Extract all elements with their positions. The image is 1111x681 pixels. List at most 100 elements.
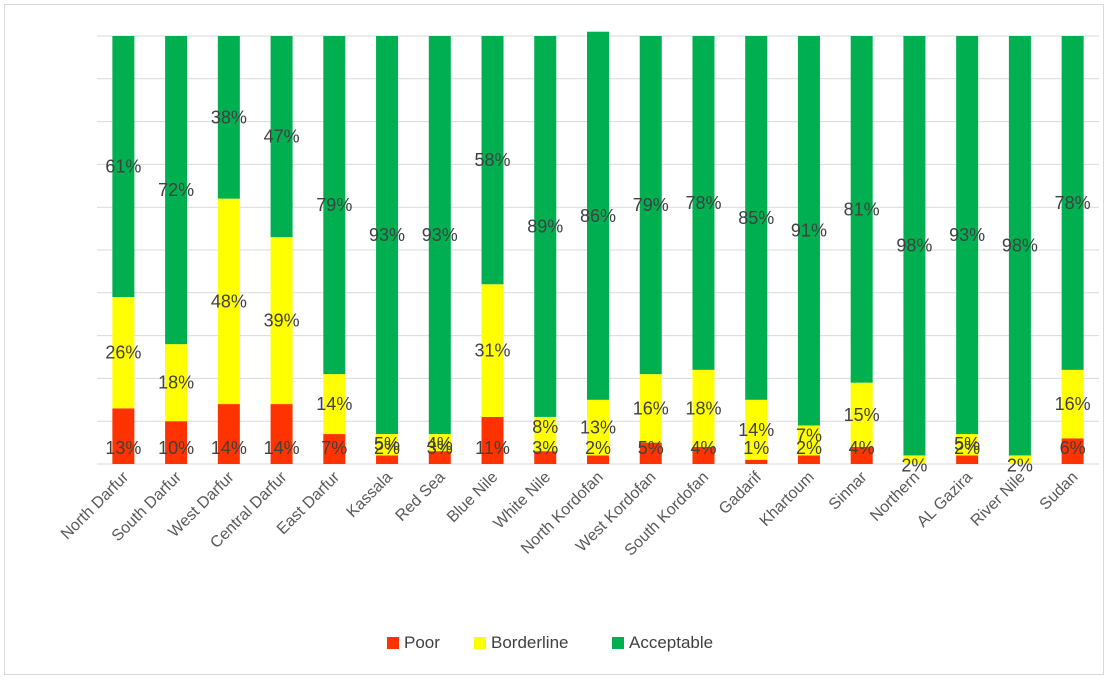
data-label-borderline: 5% bbox=[954, 434, 980, 454]
data-label-borderline: 7% bbox=[796, 425, 822, 445]
data-label-acceptable: 98% bbox=[1002, 236, 1038, 256]
data-label-borderline: 14% bbox=[316, 394, 352, 414]
bar-segment-poor bbox=[112, 408, 135, 464]
bar-segment-poor bbox=[481, 416, 504, 464]
data-label-borderline: 16% bbox=[633, 398, 669, 418]
data-label-poor: 3% bbox=[532, 438, 558, 458]
x-tick-label: Red Sea bbox=[393, 469, 449, 525]
bar-segment-acceptable bbox=[587, 31, 609, 400]
bar-segment-poor bbox=[376, 455, 399, 464]
data-label-poor: 5% bbox=[638, 438, 664, 458]
data-label-poor: 10% bbox=[158, 438, 194, 458]
bar-segment-borderline bbox=[587, 399, 609, 456]
data-label-poor: 13% bbox=[105, 438, 141, 458]
data-label-borderline: 18% bbox=[158, 373, 194, 393]
chart-frame: 13% 26% 61% 10% 18% 72% 14% 48% 38% 14% 39% 47% 7% 14… bbox=[4, 4, 1104, 675]
data-label-acceptable: 81% bbox=[844, 199, 880, 219]
bar-segment-poor bbox=[1061, 438, 1084, 464]
bar-segment-poor bbox=[850, 446, 873, 464]
bar-segment-acceptable bbox=[745, 36, 768, 400]
bar-segment-acceptable bbox=[217, 36, 240, 199]
data-label-poor: 14% bbox=[264, 438, 300, 458]
data-label-borderline: 14% bbox=[738, 420, 774, 440]
data-label-borderline: 16% bbox=[1055, 394, 1091, 414]
bar-segment-poor bbox=[428, 451, 451, 464]
legend-swatch-poor bbox=[387, 637, 399, 649]
data-label-borderline: 39% bbox=[264, 311, 300, 331]
data-label-borderline: 26% bbox=[105, 343, 141, 363]
data-label-poor: 1% bbox=[743, 438, 769, 458]
bar-segment-acceptable bbox=[481, 36, 504, 285]
bar-segment-poor bbox=[692, 446, 715, 464]
bar-segment-borderline bbox=[481, 284, 504, 417]
bar-segment-poor bbox=[323, 434, 346, 464]
data-label-poor: 2% bbox=[374, 438, 400, 458]
data-label-acceptable: 79% bbox=[633, 195, 669, 215]
legend-swatch-acceptable bbox=[612, 637, 624, 649]
data-label-acceptable: 61% bbox=[105, 157, 141, 177]
data-label-poor: 14% bbox=[211, 438, 247, 458]
data-label-poor: 2% bbox=[796, 438, 822, 458]
bar-segment-borderline bbox=[323, 374, 346, 435]
x-tick-label: Kassala bbox=[344, 469, 396, 521]
bar-segment-borderline bbox=[692, 369, 715, 447]
data-label-acceptable: 89% bbox=[527, 216, 563, 236]
stacked-bar-chart: 13% 26% 61% 10% 18% 72% 14% 48% 38% 14% 39% 47% 7% 14… bbox=[58, 31, 1099, 652]
bar-segment-poor bbox=[270, 404, 293, 464]
x-tick-label: AL Gazira bbox=[914, 469, 976, 531]
bar-segment-borderline bbox=[639, 374, 662, 443]
data-label-acceptable: 72% bbox=[158, 180, 194, 200]
bar-segment-acceptable bbox=[850, 36, 873, 383]
bar-segment-borderline bbox=[217, 198, 240, 405]
bar-segment-borderline bbox=[850, 382, 873, 447]
bar-segment-acceptable bbox=[165, 36, 188, 345]
data-label-acceptable: 93% bbox=[949, 225, 985, 245]
bar-segment-borderline bbox=[797, 425, 820, 456]
bar-segment-borderline bbox=[428, 434, 451, 452]
bar-segment-borderline bbox=[956, 434, 979, 456]
bars bbox=[112, 31, 1084, 464]
data-label-borderline: 48% bbox=[211, 291, 247, 311]
bar-segment-acceptable bbox=[692, 36, 715, 370]
data-label-acceptable: 93% bbox=[369, 225, 405, 245]
legend-label-poor: Poor bbox=[404, 633, 440, 652]
bar-segment-acceptable bbox=[956, 36, 979, 435]
data-label-borderline: 2% bbox=[1007, 455, 1033, 475]
bar-segment-borderline bbox=[270, 237, 293, 405]
data-label-borderline: 4% bbox=[427, 434, 453, 454]
bar-segment-poor bbox=[587, 455, 609, 464]
data-label-borderline: 8% bbox=[532, 417, 558, 437]
bar-segment-acceptable bbox=[639, 36, 662, 375]
data-label-poor: 2% bbox=[954, 438, 980, 458]
data-label-acceptable: 38% bbox=[211, 107, 247, 127]
bar-segment-borderline bbox=[745, 399, 768, 460]
legend: Poor Borderline Acceptable bbox=[387, 633, 713, 652]
data-label-poor: 7% bbox=[321, 438, 347, 458]
data-label-borderline: 2% bbox=[901, 455, 927, 475]
bar-segment-acceptable bbox=[534, 36, 557, 417]
data-label-poor: 11% bbox=[475, 438, 510, 458]
bar-segment-acceptable bbox=[1008, 36, 1031, 456]
bar-segment-borderline bbox=[534, 416, 557, 452]
legend-label-borderline: Borderline bbox=[491, 633, 569, 652]
data-labels: 13% 26% 61% 10% 18% 72% 14% 48% 38% 14% 39% 47% 7% 14… bbox=[105, 107, 1090, 475]
bar-segment-acceptable bbox=[112, 36, 135, 298]
bar-segment-borderline bbox=[376, 434, 399, 456]
data-label-borderline: 18% bbox=[685, 398, 721, 418]
bar-segment-poor bbox=[956, 455, 979, 464]
data-label-acceptable: 86% bbox=[580, 206, 616, 226]
bar-segment-acceptable bbox=[323, 36, 346, 375]
bar-segment-poor bbox=[217, 404, 240, 464]
legend-label-acceptable: Acceptable bbox=[629, 633, 713, 652]
data-label-acceptable: 78% bbox=[685, 193, 721, 213]
bar-segment-acceptable bbox=[903, 36, 926, 456]
data-label-acceptable: 79% bbox=[316, 195, 352, 215]
legend-swatch-borderline bbox=[474, 637, 486, 649]
data-label-poor: 2% bbox=[585, 438, 611, 458]
x-tick-label: Sudan bbox=[1037, 469, 1082, 514]
data-label-acceptable: 85% bbox=[738, 208, 774, 228]
data-label-poor: 4% bbox=[690, 438, 716, 458]
data-label-acceptable: 93% bbox=[422, 225, 458, 245]
bar-segment-borderline bbox=[112, 297, 135, 409]
bar-segment-poor bbox=[639, 442, 662, 464]
